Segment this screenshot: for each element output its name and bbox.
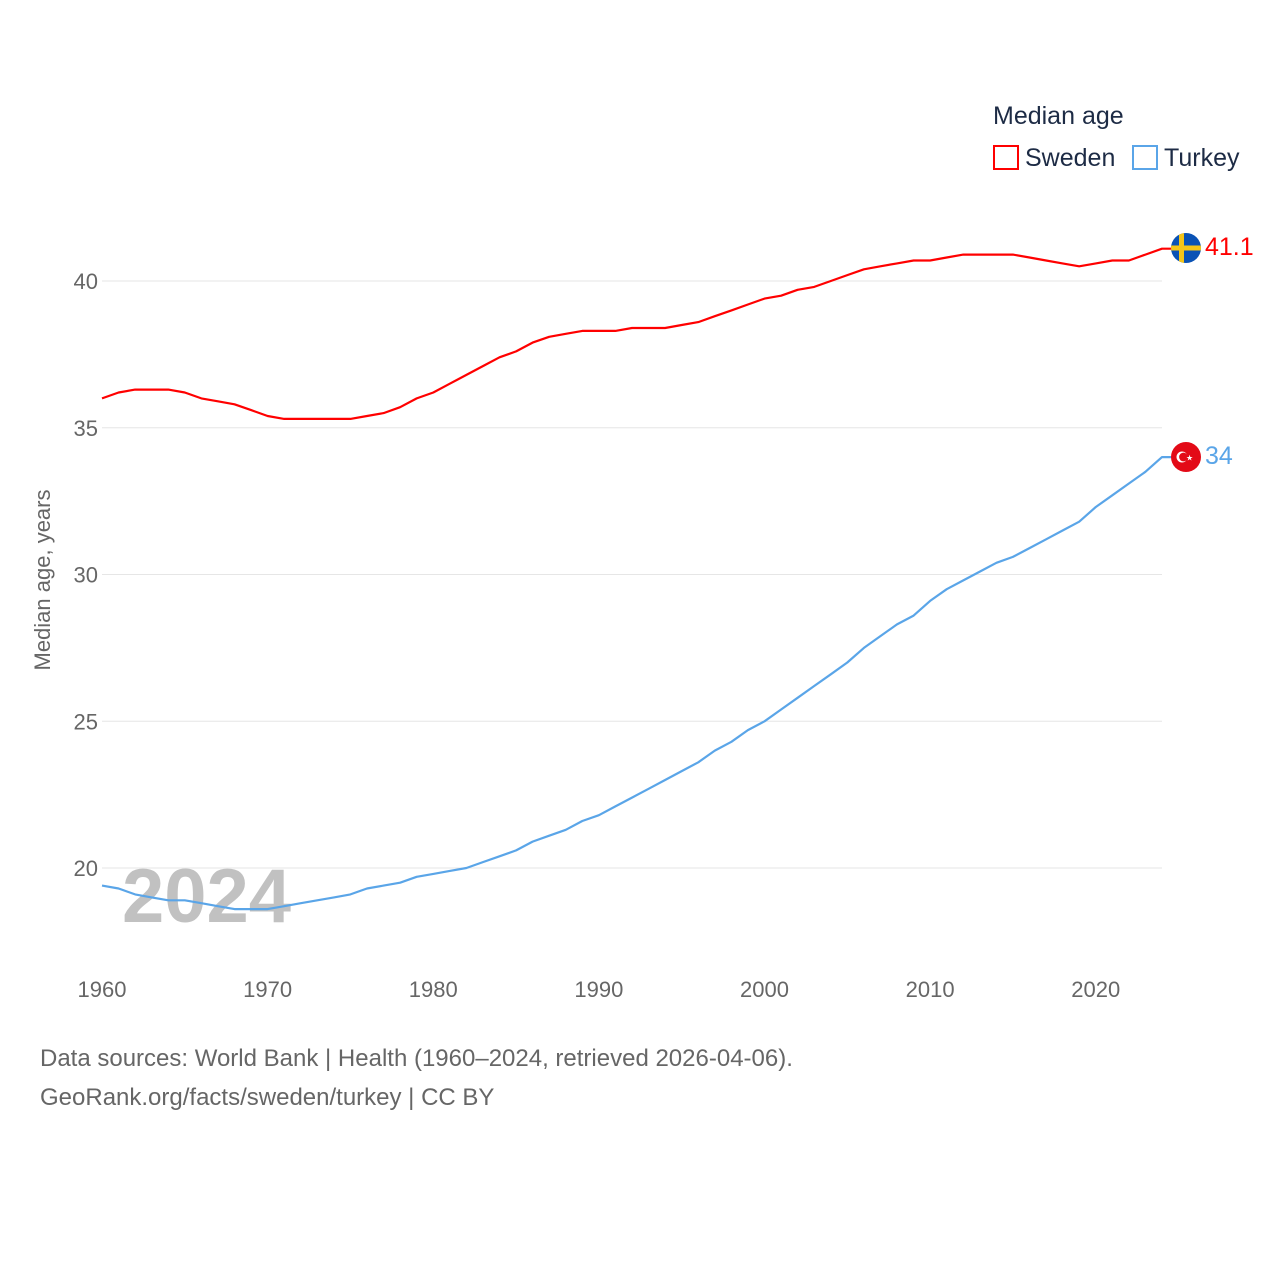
y-tick-label: 35 (74, 416, 98, 441)
x-axis-ticks: 1960 1970 1980 1990 2000 2010 2020 (78, 977, 1121, 1002)
turkey-flag-icon: ★ (1171, 442, 1201, 472)
y-axis-ticks: 20 25 30 35 40 (74, 269, 98, 881)
series-lines (101, 247, 1172, 911)
y-axis-label: Median age, years (30, 490, 55, 671)
x-tick-label: 1990 (574, 977, 623, 1002)
legend-swatch-turkey (1132, 145, 1158, 170)
series-line-sweden (101, 247, 1172, 420)
x-tick-label: 1970 (243, 977, 292, 1002)
legend-swatch-sweden (993, 145, 1019, 170)
x-tick-label: 2010 (906, 977, 955, 1002)
x-tick-label: 2020 (1071, 977, 1120, 1002)
series-line-turkey (101, 456, 1172, 911)
sweden-end-label: 41.1 (1205, 233, 1254, 261)
y-tick-label: 30 (74, 563, 98, 588)
legend-item-sweden[interactable]: Sweden (993, 144, 1115, 172)
credit-link[interactable]: GeoRank.org/facts/sweden/turkey | CC BY (40, 1084, 495, 1111)
y-tick-label: 40 (74, 269, 98, 294)
svg-text:★: ★ (1186, 454, 1193, 463)
x-tick-label: 2000 (740, 977, 789, 1002)
x-tick-label: 1980 (409, 977, 458, 1002)
sweden-flag-icon (1171, 233, 1201, 263)
data-sources-note: Data sources: World Bank | Health (1960–… (40, 1045, 793, 1072)
x-tick-label: 1960 (78, 977, 127, 1002)
turkey-end-label: 34 (1205, 442, 1233, 470)
y-tick-label: 25 (74, 709, 98, 734)
legend-title: Median age (993, 102, 1124, 130)
legend-label-sweden: Sweden (1025, 144, 1115, 172)
gridlines (102, 280, 1162, 869)
y-tick-label: 20 (74, 856, 98, 881)
legend-item-turkey[interactable]: Turkey (1132, 144, 1240, 172)
legend-label-turkey: Turkey (1164, 144, 1240, 172)
